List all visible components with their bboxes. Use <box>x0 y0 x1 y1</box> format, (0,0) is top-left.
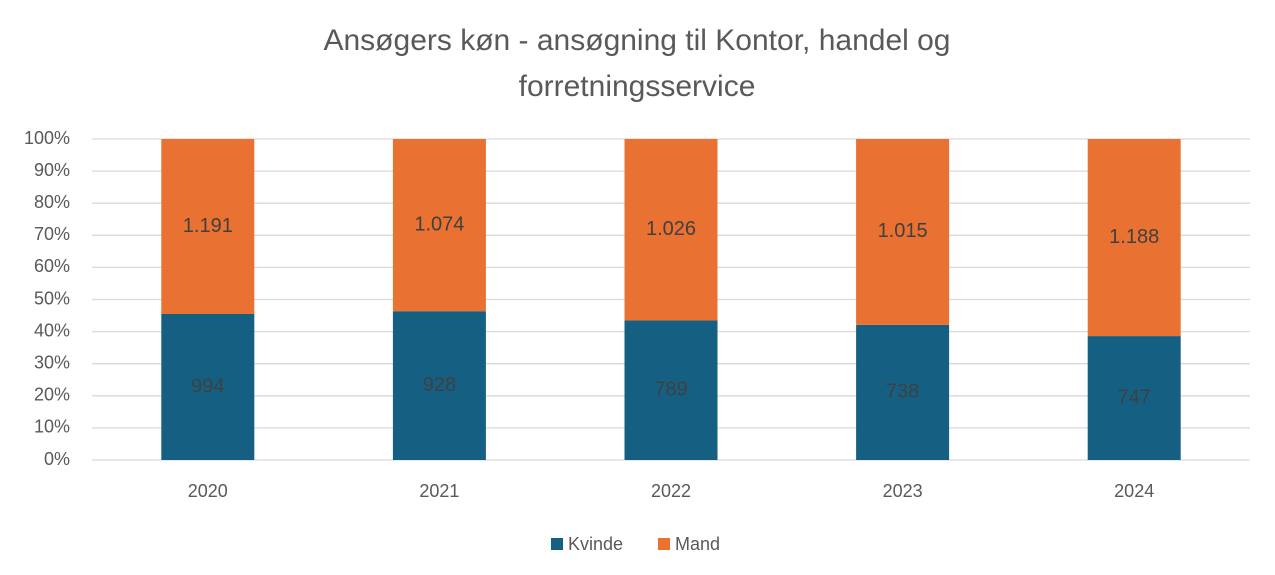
legend-swatch <box>658 538 670 550</box>
data-label: 994 <box>191 375 224 397</box>
y-tick-label: 100% <box>24 128 70 148</box>
bar-segment <box>624 320 718 460</box>
y-tick-label: 50% <box>34 288 70 308</box>
x-tick-label: 2023 <box>883 481 923 501</box>
data-label: 1.026 <box>646 218 696 240</box>
bar-segment <box>1087 139 1181 337</box>
data-label: 789 <box>654 379 687 401</box>
x-tick-label: 2024 <box>1114 481 1154 501</box>
y-tick-label: 10% <box>34 417 70 437</box>
bar-segment <box>392 139 486 312</box>
data-label: 738 <box>886 381 919 403</box>
bar-segment <box>624 139 718 321</box>
y-tick-label: 60% <box>34 256 70 276</box>
data-label: 1.191 <box>183 215 233 237</box>
x-tick-label: 2022 <box>651 481 691 501</box>
bar-segment <box>392 311 486 460</box>
bar-segment <box>1087 336 1181 460</box>
x-tick-label: 2021 <box>419 481 459 501</box>
legend-label: Kvinde <box>568 534 623 554</box>
data-label: 1.015 <box>878 220 928 242</box>
bar-segment <box>856 139 950 325</box>
bar-segment <box>161 313 255 460</box>
y-tick-label: 40% <box>34 320 70 340</box>
y-tick-label: 0% <box>44 449 70 469</box>
legend-label: Mand <box>675 534 720 554</box>
y-tick-label: 80% <box>34 192 70 212</box>
bar-segment <box>856 324 950 460</box>
data-label: 747 <box>1118 386 1151 408</box>
y-tick-label: 70% <box>34 224 70 244</box>
bar-segment <box>161 139 255 314</box>
data-label: 1.188 <box>1109 226 1159 248</box>
y-tick-label: 90% <box>34 160 70 180</box>
data-label: 928 <box>423 374 456 396</box>
x-tick-label: 2020 <box>188 481 228 501</box>
y-tick-label: 30% <box>34 352 70 372</box>
legend-swatch <box>551 538 563 550</box>
y-tick-label: 20% <box>34 385 70 405</box>
data-label: 1.074 <box>414 213 464 235</box>
chart-title: Ansøgers køn - ansøgning til Kontor, han… <box>323 24 951 103</box>
